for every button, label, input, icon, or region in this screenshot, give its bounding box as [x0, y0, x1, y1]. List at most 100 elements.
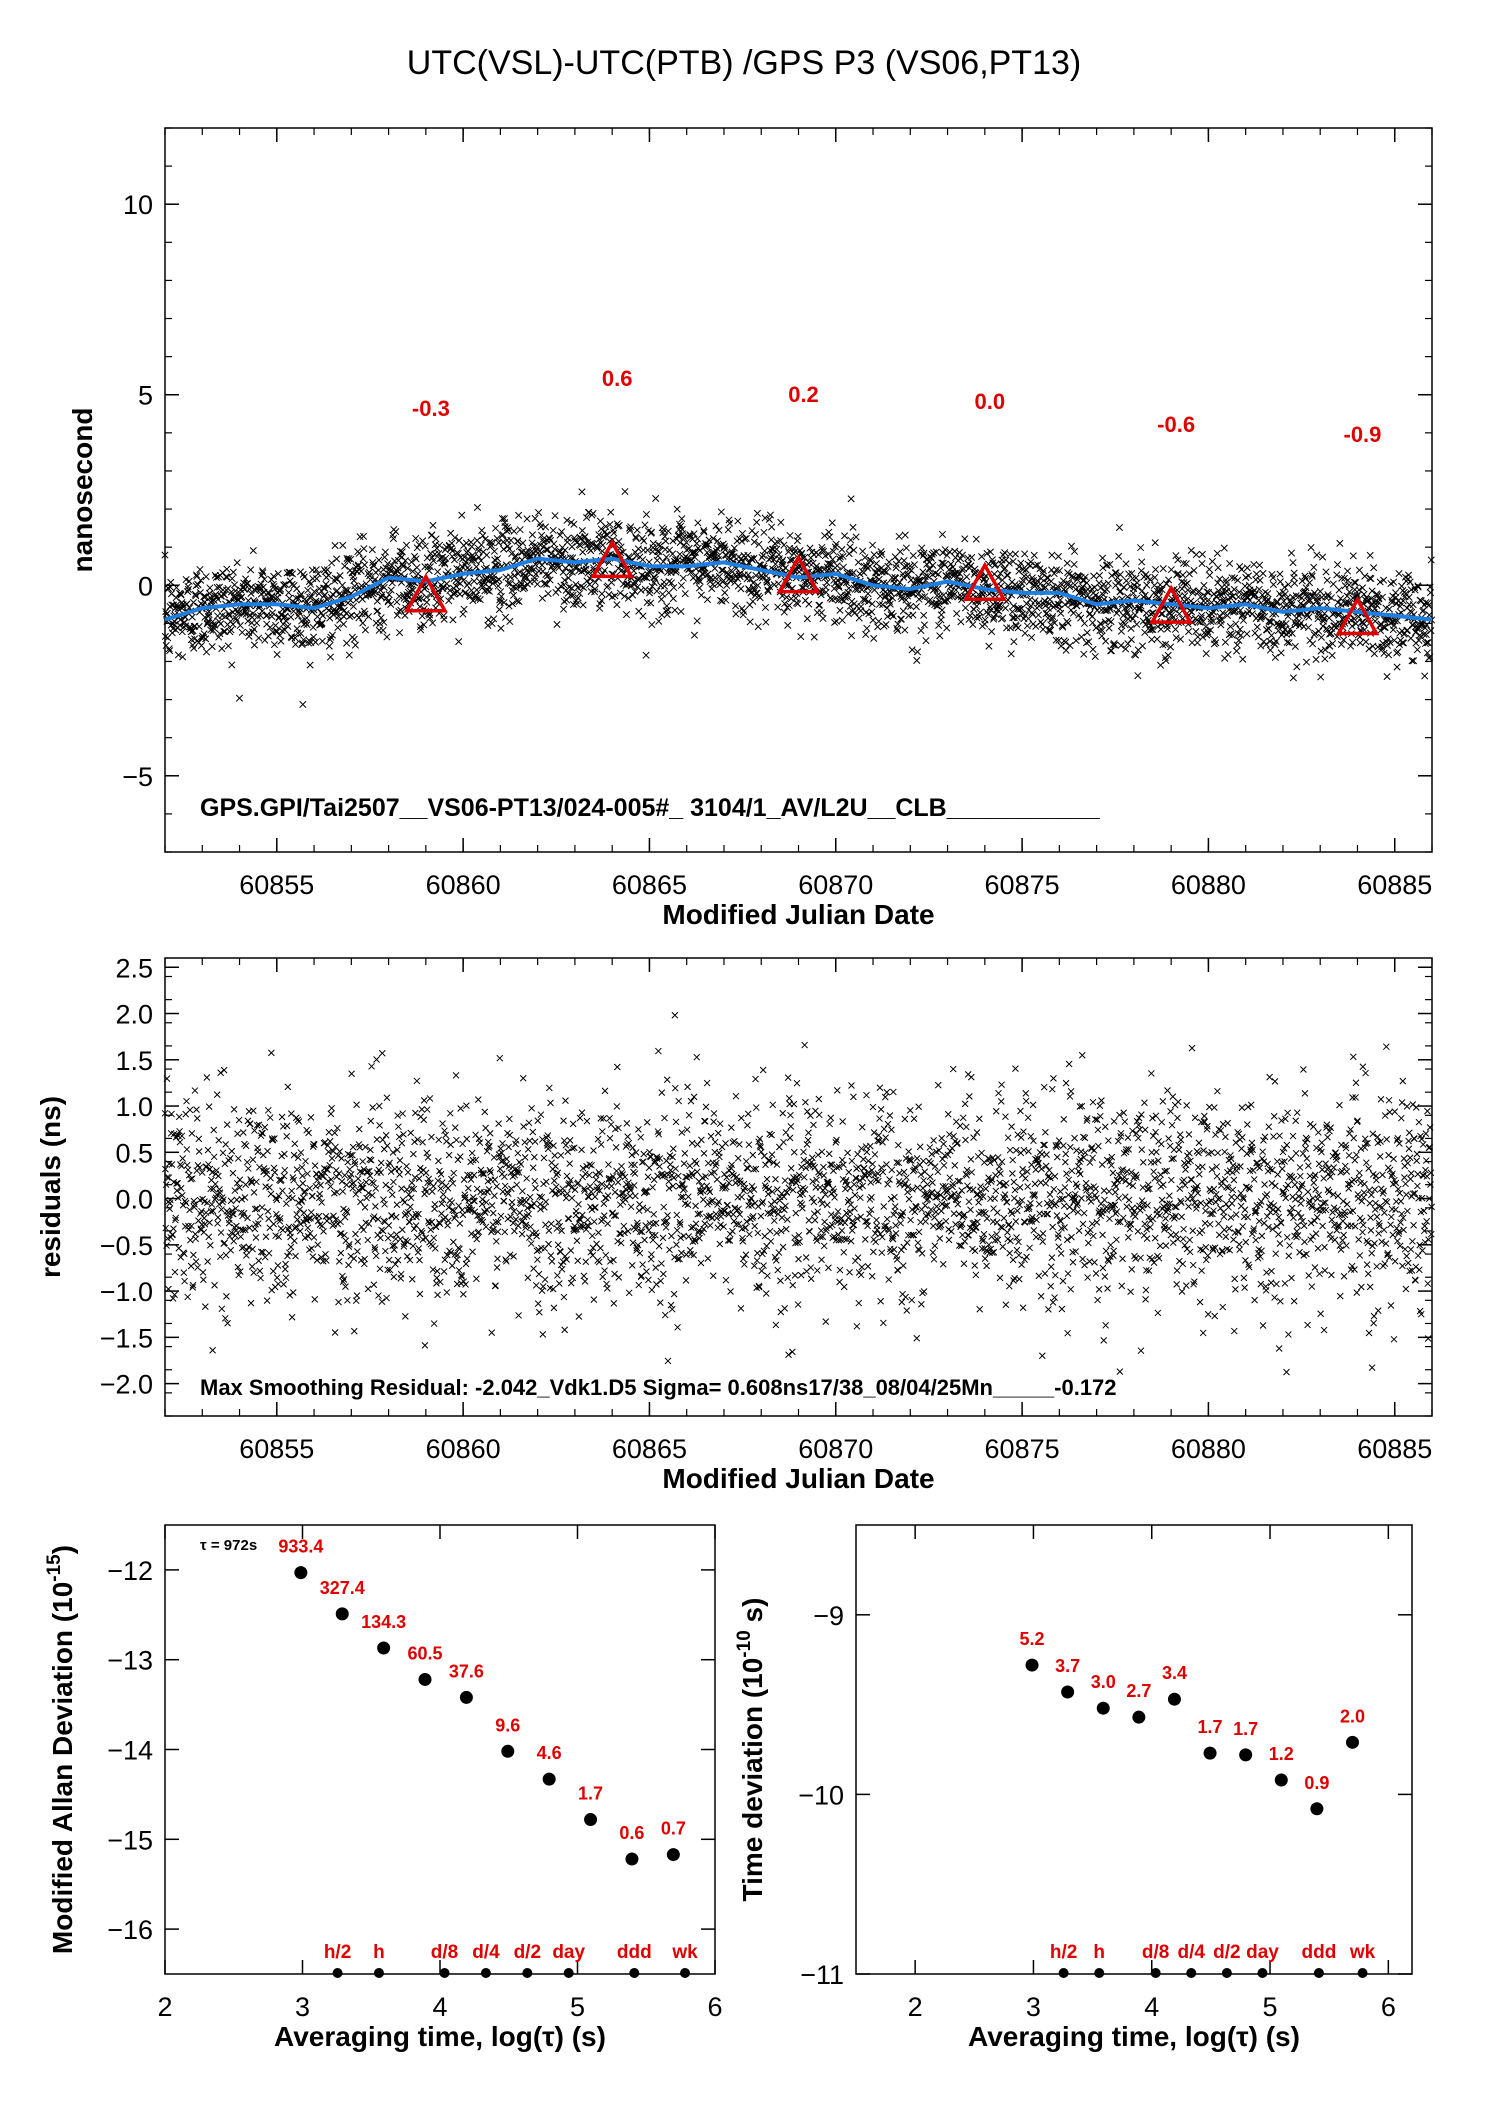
data-point — [328, 1104, 335, 1112]
data-point — [686, 530, 694, 539]
data-point — [1181, 580, 1190, 588]
data-point — [256, 586, 264, 594]
data-point — [348, 611, 356, 619]
data-point — [650, 1210, 658, 1218]
data-point — [369, 1104, 377, 1111]
data-point — [220, 591, 229, 599]
data-point — [631, 578, 639, 586]
data-point — [968, 553, 976, 561]
data-point — [581, 533, 589, 541]
page-title: UTC(VSL)-UTC(PTB) /GPS P3 (VS06,PT13) — [406, 44, 1082, 82]
data-point — [390, 1178, 397, 1186]
data-point — [305, 1129, 312, 1137]
data-point — [456, 1153, 464, 1160]
data-point — [487, 542, 495, 550]
data-point — [1298, 594, 1306, 602]
data-point — [515, 1312, 522, 1319]
data-point — [655, 1242, 663, 1250]
data-point — [589, 509, 597, 517]
data-point — [570, 534, 578, 542]
data-point — [1001, 549, 1009, 557]
data-point — [571, 1186, 579, 1194]
data-point — [855, 614, 863, 622]
data-point — [387, 1185, 394, 1192]
data-point — [1138, 642, 1147, 650]
data-point — [445, 1151, 453, 1159]
data-point — [1062, 646, 1070, 654]
data-point — [598, 590, 606, 598]
data-point — [675, 531, 683, 539]
data-point — [659, 1234, 667, 1242]
data-point — [957, 618, 965, 626]
data-point — [506, 1115, 513, 1123]
data-point — [490, 615, 498, 623]
data-point — [479, 1196, 486, 1203]
data-point — [839, 563, 847, 571]
data-point — [513, 1181, 521, 1189]
data-point — [303, 621, 311, 629]
data-point — [1137, 567, 1145, 575]
y-tick-label: 5 — [138, 381, 153, 411]
data-point — [558, 528, 566, 536]
data-point — [606, 1114, 613, 1122]
data-point — [205, 1233, 213, 1241]
data-point — [606, 1134, 614, 1142]
data-point — [661, 1114, 668, 1122]
data-point — [399, 1110, 407, 1117]
data-point — [797, 633, 805, 641]
data-point — [471, 556, 479, 564]
data-point — [556, 531, 564, 539]
data-point — [874, 623, 882, 631]
data-point — [394, 1112, 402, 1119]
data-point — [307, 1113, 315, 1121]
data-point — [521, 584, 529, 592]
data-point — [582, 565, 590, 573]
data-point — [341, 1171, 349, 1179]
y-axis-label: nanosecond — [67, 408, 98, 573]
data-point — [497, 1212, 505, 1220]
data-point — [189, 627, 197, 635]
data-point — [561, 546, 569, 554]
data-point — [440, 1268, 448, 1275]
data-point — [643, 1118, 651, 1126]
data-point — [1290, 569, 1298, 577]
marker-value-label: -0.9 — [1344, 422, 1382, 447]
data-point — [373, 1056, 380, 1063]
data-point — [413, 1077, 421, 1085]
data-point — [498, 515, 507, 523]
data-point — [586, 1183, 594, 1190]
data-point — [601, 566, 609, 574]
data-point — [233, 559, 241, 567]
data-point — [659, 590, 667, 598]
data-point — [170, 1225, 177, 1232]
data-point — [883, 604, 891, 612]
data-point — [488, 1329, 496, 1336]
data-point — [217, 620, 225, 628]
data-point — [660, 1203, 668, 1211]
data-point — [359, 532, 368, 540]
marker-value-label: -0.3 — [412, 396, 450, 421]
data-point — [656, 1299, 664, 1306]
data-point — [480, 579, 488, 587]
data-point — [560, 1293, 568, 1301]
data-point — [614, 1178, 622, 1186]
data-point — [415, 1245, 423, 1252]
data-point — [249, 1107, 257, 1115]
data-point — [348, 1070, 355, 1078]
data-point — [538, 1287, 546, 1294]
data-point — [1290, 579, 1299, 587]
data-point — [1151, 539, 1159, 547]
data-point — [368, 546, 376, 554]
data-point — [459, 1290, 467, 1298]
data-point — [412, 1222, 420, 1229]
data-point — [1127, 635, 1135, 644]
data-point — [685, 1233, 693, 1240]
data-point — [223, 1293, 230, 1300]
data-point — [554, 585, 562, 594]
data-point — [415, 1175, 423, 1183]
data-point — [339, 541, 347, 549]
data-point — [668, 1232, 675, 1240]
data-point — [205, 1103, 213, 1110]
data-point — [331, 1329, 339, 1336]
data-point — [321, 584, 329, 592]
